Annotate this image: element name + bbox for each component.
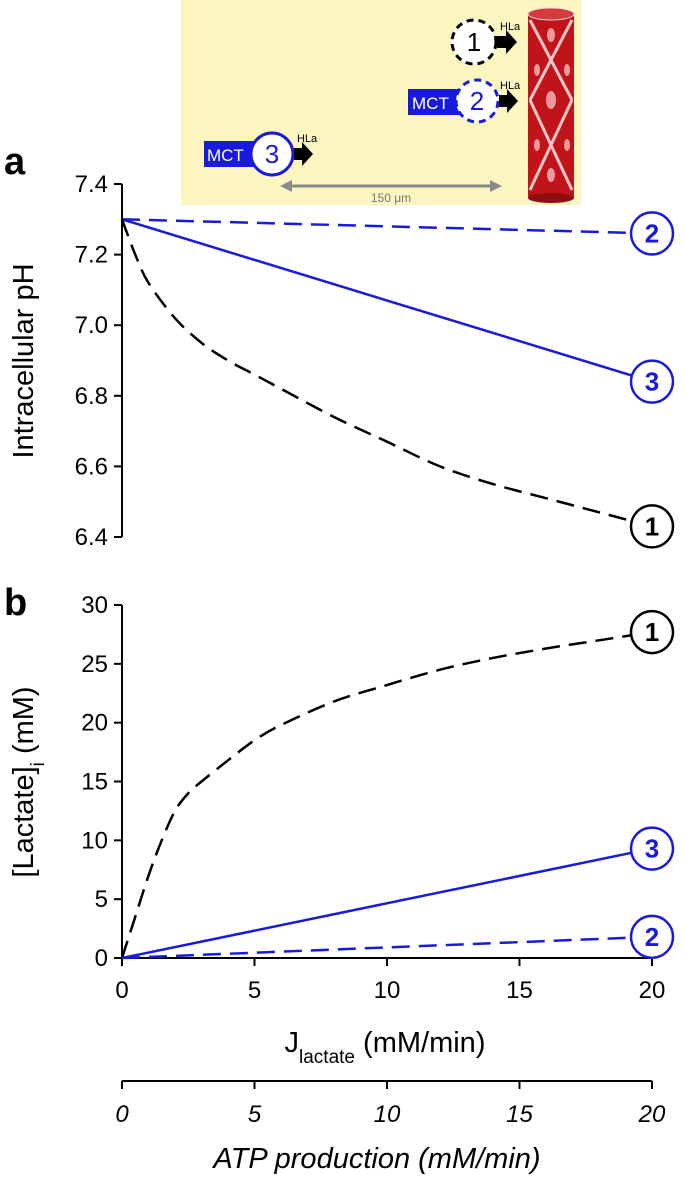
y-label-main: [Lactate] bbox=[8, 766, 40, 877]
inset-cell-3: MCT 3 HLa bbox=[204, 131, 318, 177]
series-label-circle bbox=[629, 914, 675, 960]
atp-tick-label: 10 bbox=[374, 1101, 401, 1128]
series-label-circle bbox=[629, 211, 675, 256]
efflux-arrow-icon bbox=[294, 142, 313, 166]
y-tick-label: 0 bbox=[95, 945, 108, 972]
y-tick-label: 30 bbox=[81, 592, 108, 619]
series-label-text: 3 bbox=[645, 834, 659, 864]
series-line-2 bbox=[121, 218, 653, 235]
series-label-2: 2 bbox=[629, 914, 675, 960]
panel-b-series-labels: 1 3 2 bbox=[629, 609, 675, 960]
atp-axis-label: ATP production (mM/min) bbox=[211, 1143, 540, 1175]
y-tick-label: 15 bbox=[81, 769, 108, 796]
y-tick-label: 7.4 bbox=[75, 171, 108, 198]
panel-b-axes: 0 5 10 15 20 25 30 0 5 10 15 20 bbox=[81, 592, 665, 1004]
scale-bar: 150 μm bbox=[280, 180, 502, 205]
y-tick-label: 7.2 bbox=[75, 242, 108, 269]
inset-cell-2: MCT 2 HLa bbox=[408, 78, 521, 124]
x-axis-label: Jlactate (mM/min) bbox=[285, 1027, 486, 1068]
chart-panel-b: 0 5 10 15 20 25 30 0 5 10 15 20 [Lactate]i (mM) 1 3 2… bbox=[8, 592, 675, 1068]
series-label-circle bbox=[629, 359, 675, 404]
series-label-3: 3 bbox=[629, 359, 675, 404]
inset-hla-label-3: HLa bbox=[297, 133, 318, 145]
scale-bar-label: 150 μm bbox=[371, 191, 411, 205]
y-label-unit: (mM) bbox=[8, 686, 40, 762]
inset-cell-3-label: 3 bbox=[265, 139, 279, 169]
panel-letter-a: a bbox=[4, 141, 26, 183]
atp-tick-label: 15 bbox=[506, 1101, 533, 1128]
inset-cell-1: 1 HLa bbox=[450, 18, 521, 66]
series-label-1: 1 bbox=[629, 504, 675, 549]
y-tick-label: 10 bbox=[81, 827, 108, 854]
efflux-arrow-icon bbox=[499, 89, 518, 113]
y-tick-label: 20 bbox=[81, 710, 108, 737]
series-label-text: 2 bbox=[645, 218, 659, 248]
panel-a-axes: 6.4 6.6 6.8 7.0 7.2 7.4 bbox=[75, 171, 123, 551]
y-tick-label: 7.0 bbox=[75, 312, 108, 339]
series-label-text: 3 bbox=[645, 367, 659, 397]
series-label-2: 2 bbox=[629, 211, 675, 256]
x-tick-label: 15 bbox=[506, 977, 533, 1004]
series-label-text: 1 bbox=[645, 617, 659, 647]
panel-a-series-labels: 2 3 1 bbox=[629, 211, 675, 549]
series-label-circle bbox=[629, 609, 675, 655]
inset-hla-label-2: HLa bbox=[500, 80, 521, 92]
series-line-3 bbox=[121, 218, 653, 383]
series-label-1: 1 bbox=[629, 609, 675, 655]
panel-letter-b: b bbox=[4, 582, 27, 624]
y-tick-label: 6.8 bbox=[75, 383, 108, 410]
y-tick-label: 25 bbox=[81, 651, 108, 678]
panel-b-lines bbox=[120, 630, 653, 960]
atp-tick-label: 0 bbox=[115, 1101, 129, 1128]
series-line-3 bbox=[121, 847, 653, 960]
x-tick-label: 10 bbox=[374, 977, 401, 1004]
series-line-2 bbox=[121, 935, 653, 960]
series-line-1 bbox=[120, 630, 653, 959]
series-label-circle bbox=[629, 826, 675, 871]
efflux-arrow-icon bbox=[497, 30, 517, 54]
atp-production-axis: 0 5 10 15 20 ATP production (mM/min) bbox=[115, 1080, 666, 1175]
x-tick-label: 5 bbox=[248, 977, 261, 1004]
inset-background bbox=[181, 0, 581, 205]
series-label-3: 3 bbox=[629, 826, 675, 871]
panel-b-y-axis-label: [Lactate]i (mM) bbox=[8, 686, 49, 877]
chart-panel-a: 6.4 6.6 6.8 7.0 7.2 7.4 Intracellular pH 2 3 1 bbox=[8, 171, 675, 551]
x-label-unit: (mM/min) bbox=[355, 1027, 485, 1059]
x-label-sub: lactate bbox=[299, 1047, 355, 1068]
inset-hla-label-1: HLa bbox=[500, 21, 521, 33]
inset-mct-label-3: MCT bbox=[207, 146, 244, 165]
inset-mct-label-2: MCT bbox=[412, 94, 449, 113]
atp-axis-ticks: 0 5 10 15 20 bbox=[115, 1080, 666, 1128]
series-line-1 bbox=[120, 218, 653, 528]
blood-vessel-icon bbox=[527, 7, 575, 203]
x-label-main: J bbox=[285, 1027, 300, 1059]
y-tick-label: 6.6 bbox=[75, 453, 108, 480]
series-label-text: 2 bbox=[645, 922, 659, 952]
panel-a-lines bbox=[120, 218, 653, 528]
series-label-text: 1 bbox=[645, 511, 659, 541]
x-tick-label: 0 bbox=[115, 977, 128, 1004]
inset-schematic: 1 HLa MCT 2 HLa MCT 3 HLa 150 μm bbox=[181, 0, 581, 205]
panel-a-y-axis-label: Intracellular pH bbox=[8, 263, 40, 458]
x-tick-label: 20 bbox=[639, 977, 666, 1004]
atp-tick-label: 20 bbox=[638, 1101, 666, 1128]
atp-tick-label: 5 bbox=[248, 1101, 262, 1128]
inset-cell-1-label: 1 bbox=[467, 27, 481, 57]
y-tick-label: 6.4 bbox=[75, 524, 108, 551]
series-label-circle bbox=[629, 504, 675, 549]
y-label-sub: i bbox=[28, 762, 49, 766]
y-tick-label: 5 bbox=[95, 886, 108, 913]
inset-cell-2-label: 2 bbox=[470, 86, 484, 116]
